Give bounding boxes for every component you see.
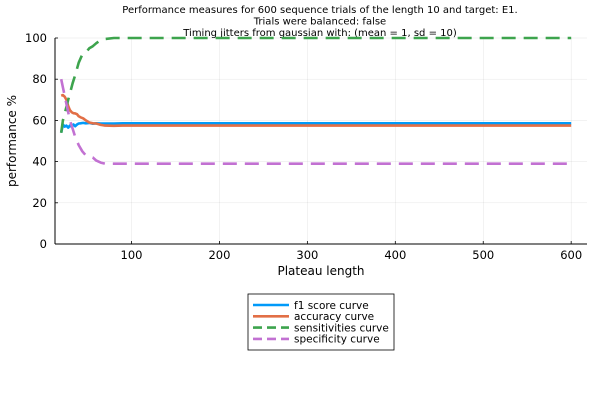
title-line: Timing jitters from gaussian with: (mean…: [182, 28, 457, 39]
y-tick-label: 100: [25, 31, 47, 45]
series-line-accuracy-curve: [60, 93, 572, 128]
y-ticks: 0 20 40 60 80 100: [25, 31, 58, 251]
y-axis-label: performance %: [5, 95, 19, 187]
y-tick-label: 40: [32, 155, 47, 169]
series-line-f1-score-curve: [59, 121, 572, 134]
x-tick-label: 600: [560, 248, 582, 262]
grid: [55, 37, 587, 245]
series-line-specificity-curve: [59, 78, 572, 165]
axes: [54, 38, 587, 245]
series-line-sensitivities-curve: [59, 36, 572, 133]
x-tick-label: 300: [296, 248, 318, 262]
title-line: Performance measures for 600 sequence tr…: [122, 5, 517, 16]
series-group: [59, 36, 572, 165]
y-tick-label: 0: [40, 237, 47, 251]
legend-label: accuracy curve: [294, 311, 374, 323]
legend-box: [247, 293, 395, 351]
x-axis-label: Plateau length: [277, 264, 364, 278]
x-tick-label: 500: [472, 248, 494, 262]
title-line: Trials were balanced: false: [253, 17, 386, 28]
x-ticks: 100 200 300 400 500 600: [121, 241, 582, 262]
legend-label: f1 score curve: [294, 300, 369, 312]
y-tick-label: 60: [32, 113, 47, 127]
legend-label: sensitivities curve: [294, 322, 389, 334]
legend-label: specificity curve: [294, 334, 380, 346]
x-tick-label: 200: [208, 248, 230, 262]
y-tick-label: 20: [32, 196, 47, 210]
y-tick-label: 80: [32, 72, 47, 86]
x-tick-label: 100: [121, 248, 143, 262]
chart-title: Performance measures for 600 sequence tr…: [122, 5, 517, 39]
x-tick-label: 400: [384, 248, 406, 262]
